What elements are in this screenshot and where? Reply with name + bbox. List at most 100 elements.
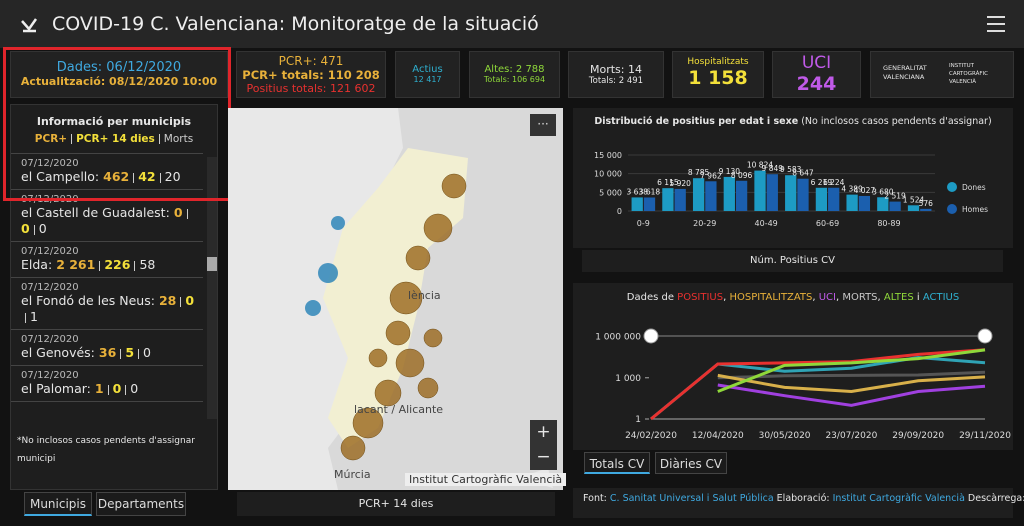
bar xyxy=(692,178,705,211)
row-morts: 0 xyxy=(38,221,47,236)
value-label: 4 027 xyxy=(854,186,876,195)
bar xyxy=(907,205,920,211)
x-tick-label: 80-89 xyxy=(877,219,900,228)
hosp-box: Hospitalitzats 1 158 xyxy=(672,51,764,98)
row-line: el Fondó de les Neus: 28 0 1 xyxy=(21,293,195,325)
row-date: 07/12/2020 xyxy=(21,370,79,381)
title-part: HOSPITALITZATS xyxy=(729,292,813,303)
tab-departaments[interactable]: Departaments xyxy=(96,492,186,516)
map-label: lacant / Alicante xyxy=(354,403,444,416)
map: ··· xyxy=(228,108,563,490)
filters: PCR+ PCR+ 14 dies Morts xyxy=(11,133,217,145)
tab-municipis[interactable]: Municipis xyxy=(24,492,92,516)
series-line xyxy=(717,383,986,407)
row-pcr: 0 xyxy=(173,205,183,220)
row-pcr: 2 261 xyxy=(56,257,96,272)
title-part: ACTIUS xyxy=(922,292,960,303)
bar xyxy=(754,170,766,211)
row-pcr14: 0 xyxy=(21,221,30,236)
row-date: 07/12/2020 xyxy=(21,246,79,257)
tab-diaries[interactable]: Diàries CV xyxy=(655,452,727,474)
row-pcr14: 0 xyxy=(185,293,195,308)
municipality-row: 07/12/2020 Elda: 2 261 226 58 xyxy=(11,242,203,278)
row-date: 07/12/2020 xyxy=(21,158,79,169)
municipality-row: 07/12/2020 el Fondó de les Neus: 28 0 1 xyxy=(11,278,203,330)
value-label: 8 096 xyxy=(731,171,753,180)
y-tick-label: 1 000 000 xyxy=(595,333,641,343)
row-name: el Campello: xyxy=(21,169,100,184)
filter[interactable]: PCR+ 14 dies xyxy=(76,133,155,145)
row-date: 07/12/2020 xyxy=(21,334,79,345)
title-part: Dades de xyxy=(626,292,678,303)
series-line xyxy=(717,370,986,380)
series-line xyxy=(717,348,986,393)
bar xyxy=(815,187,828,211)
separator xyxy=(134,260,136,271)
y-tick-label: 1 xyxy=(635,415,641,425)
scrollbar[interactable] xyxy=(207,157,217,419)
row-pcr: 36 xyxy=(98,345,117,360)
footer-part: C. Sanitat Universal i Salut Pública xyxy=(609,493,774,504)
bar xyxy=(920,208,932,211)
pcr-new: PCR+: 471 xyxy=(278,54,344,68)
actius-label: Actius xyxy=(412,64,443,75)
value-label: 2 519 xyxy=(884,192,906,201)
zoom-out[interactable]: − xyxy=(530,445,557,470)
map-layer-bar[interactable]: PCR+ 14 dies xyxy=(237,492,555,516)
value-label: 7 962 xyxy=(700,171,722,180)
separator xyxy=(158,134,160,144)
footer-part: Font: xyxy=(583,493,610,504)
value-label: 1 524 xyxy=(903,195,925,204)
bar xyxy=(674,188,686,211)
value-label: 10 824 xyxy=(747,161,773,170)
row-line: el Palomar: 1 0 0 xyxy=(21,381,195,397)
legend-label: Dones xyxy=(962,183,986,192)
title-part: , xyxy=(812,292,819,303)
row-morts: 1 xyxy=(30,309,38,324)
bar xyxy=(631,197,643,211)
value-label: 8 785 xyxy=(688,168,710,177)
tab-totals[interactable]: Totals CV xyxy=(584,452,650,474)
row-line: el Campello: 462 42 20 xyxy=(21,169,195,185)
value-label: 3 638 xyxy=(626,187,648,196)
separator xyxy=(71,134,73,144)
filter[interactable]: PCR+ xyxy=(34,133,68,145)
row-name: el Genovés: xyxy=(21,345,95,360)
title-part: i xyxy=(913,292,923,303)
row-name: Elda: xyxy=(21,257,53,272)
filter[interactable]: Morts xyxy=(163,133,194,145)
separator xyxy=(25,312,26,323)
x-tick-label: 20-29 xyxy=(693,219,716,228)
logo-icv: INSTITUT CARTOGRÀFIC VALENCIÀ xyxy=(949,63,988,85)
morts-box: Morts: 14 Totals: 2 491 xyxy=(568,51,664,98)
note: *No inclosos casos pendents d'assignar m… xyxy=(17,436,195,464)
value-label: 6 224 xyxy=(823,178,845,187)
row-pcr: 1 xyxy=(94,381,104,396)
altes-total: Totals: 106 694 xyxy=(483,75,546,84)
y-tick-label: 10 000 xyxy=(594,170,622,179)
legend-label: Homes xyxy=(962,205,988,214)
update-date: Actualització: 08/12/2020 10:00 xyxy=(20,75,218,88)
municipality-row: 07/12/2020 el Campello: 462 42 20 xyxy=(11,154,203,190)
row-name: el Palomar: xyxy=(21,381,91,396)
bar xyxy=(705,181,717,211)
bar xyxy=(766,174,778,211)
bar xyxy=(662,188,674,211)
line-title: Dades de POSITIUS, HOSPITALITZATS, UCI, … xyxy=(573,292,1013,303)
logos-box: GENERALITAT VALENCIANA INSTITUT CARTOGRÀ… xyxy=(870,51,1014,98)
value-label: 5 920 xyxy=(669,179,691,188)
age-title-main: Distribució de positius per edat i sexe xyxy=(594,116,799,127)
separator xyxy=(99,260,101,271)
age-xlabel: Núm. Positius CV xyxy=(582,250,1003,272)
footer-part: Institut Cartogràfic Valencià xyxy=(832,493,965,504)
bar xyxy=(846,194,858,211)
title-part: , xyxy=(877,292,884,303)
value-label: 4 389 xyxy=(841,185,863,194)
title-part: UCI xyxy=(818,292,836,303)
zoom-in[interactable]: + xyxy=(530,420,557,445)
row-name: el Castell de Guadalest: xyxy=(21,205,170,220)
menu-button[interactable] xyxy=(986,15,1006,33)
altes-box: Altes: 2 788 Totals: 106 694 xyxy=(469,51,560,98)
pcr-box: PCR+: 471 PCR+ totals: 110 208 Positius … xyxy=(236,51,386,98)
